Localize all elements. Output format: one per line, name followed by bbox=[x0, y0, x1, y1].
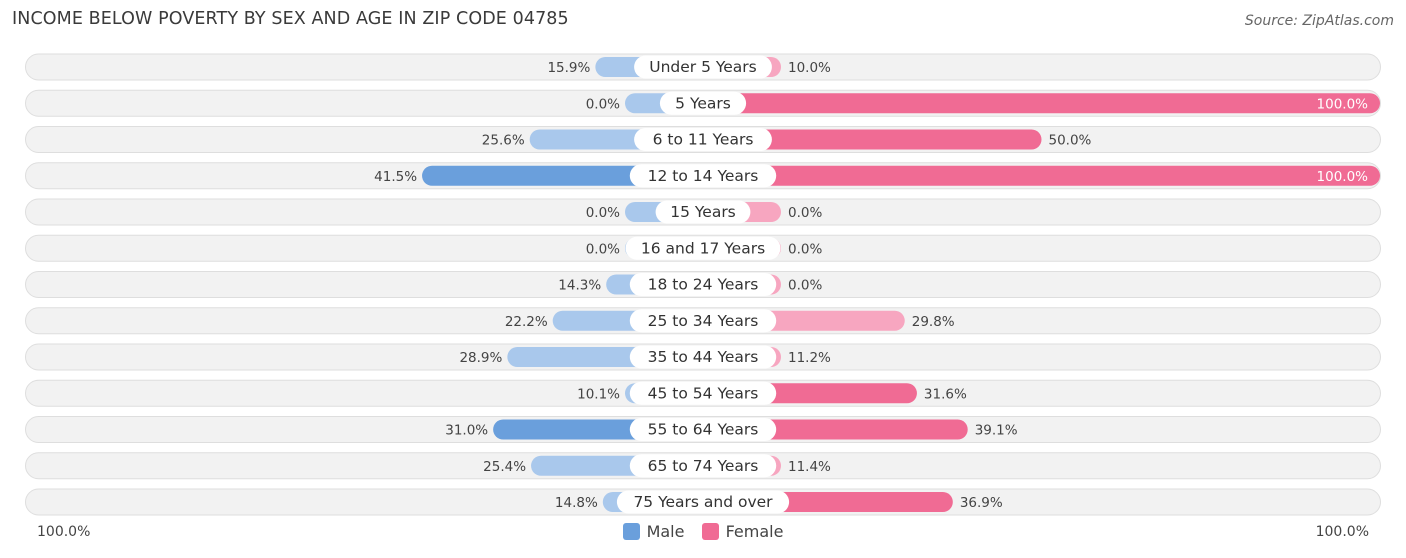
axis-right-label: 100.0% bbox=[1315, 524, 1369, 540]
legend-swatch-male bbox=[622, 523, 640, 540]
category-label-4: 15 Years bbox=[670, 203, 736, 221]
male-value-label-3: 41.5% bbox=[374, 169, 417, 185]
category-pill-3 bbox=[629, 164, 777, 188]
female-bar-3 bbox=[703, 165, 1380, 186]
category-pill-9 bbox=[629, 381, 777, 405]
category-label-5: 16 and 17 Years bbox=[641, 239, 765, 257]
category-pill-6 bbox=[629, 273, 777, 296]
category-pill-5 bbox=[625, 236, 781, 260]
category-pill-1 bbox=[659, 91, 747, 115]
category-label-7: 25 to 34 Years bbox=[648, 312, 759, 330]
male-value-label-10: 31.0% bbox=[445, 423, 488, 439]
male-value-label-2: 25.6% bbox=[482, 133, 525, 149]
source-note: Source: ZipAtlas.com bbox=[1244, 13, 1394, 29]
male-value-label-8: 28.9% bbox=[459, 350, 502, 366]
female-value-label-3: 100.0% bbox=[1317, 169, 1369, 185]
female-value-label-1: 100.0% bbox=[1317, 96, 1369, 112]
category-label-0: Under 5 Years bbox=[649, 58, 757, 76]
category-label-3: 12 to 14 Years bbox=[648, 167, 759, 185]
female-bar-2 bbox=[703, 129, 1042, 150]
category-label-12: 75 Years and over bbox=[633, 493, 773, 511]
male-value-label-11: 25.4% bbox=[483, 459, 526, 475]
category-pill-4 bbox=[655, 200, 751, 224]
category-label-6: 18 to 24 Years bbox=[648, 276, 759, 294]
female-value-label-5: 0.0% bbox=[788, 241, 822, 257]
chart-title: INCOME BELOW POVERTY BY SEX AND AGE IN Z… bbox=[12, 9, 569, 29]
category-label-1: 5 Years bbox=[675, 94, 731, 112]
axis-left-label: 100.0% bbox=[37, 524, 91, 540]
chart-canvas: Under 5 Years 15.9% 10.0% 5 Years 0.0% 100.0%… bbox=[25, 53, 1381, 516]
category-pill-7 bbox=[629, 309, 777, 333]
legend: Male Female bbox=[0, 522, 1406, 544]
legend-item-male: Male bbox=[622, 522, 685, 541]
male-value-label-4: 0.0% bbox=[586, 205, 620, 221]
female-value-label-9: 31.6% bbox=[924, 386, 967, 402]
female-bar-1 bbox=[703, 93, 1380, 114]
legend-item-female: Female bbox=[701, 522, 784, 541]
male-value-label-9: 10.1% bbox=[577, 386, 620, 402]
female-value-label-8: 11.2% bbox=[788, 350, 831, 366]
male-value-label-6: 14.3% bbox=[558, 278, 601, 294]
female-value-label-0: 10.0% bbox=[788, 60, 831, 76]
male-value-label-12: 14.8% bbox=[555, 495, 598, 511]
category-label-8: 35 to 44 Years bbox=[648, 348, 759, 366]
category-label-11: 65 to 74 Years bbox=[648, 457, 759, 475]
male-value-label-0: 15.9% bbox=[547, 60, 590, 76]
category-pill-8 bbox=[629, 345, 777, 369]
category-pill-12 bbox=[616, 490, 790, 514]
female-value-label-12: 36.9% bbox=[960, 495, 1003, 511]
female-value-label-2: 50.0% bbox=[1049, 133, 1092, 149]
category-pill-0 bbox=[634, 55, 772, 79]
legend-label-male: Male bbox=[646, 522, 685, 541]
category-label-2: 6 to 11 Years bbox=[653, 131, 754, 149]
male-value-label-5: 0.0% bbox=[586, 241, 620, 257]
legend-swatch-female bbox=[701, 523, 719, 540]
female-value-label-11: 11.4% bbox=[788, 459, 831, 475]
female-value-label-6: 0.0% bbox=[788, 278, 822, 294]
legend-label-female: Female bbox=[725, 522, 784, 541]
female-value-label-7: 29.8% bbox=[912, 314, 955, 330]
female-value-label-4: 0.0% bbox=[788, 205, 822, 221]
male-value-label-1: 0.0% bbox=[586, 96, 620, 112]
female-value-label-10: 39.1% bbox=[975, 423, 1018, 439]
category-pill-11 bbox=[629, 454, 777, 478]
category-pill-2 bbox=[634, 128, 772, 151]
male-value-label-7: 22.2% bbox=[505, 314, 548, 330]
category-label-10: 55 to 64 Years bbox=[648, 421, 759, 439]
category-label-9: 45 to 54 Years bbox=[648, 384, 759, 402]
category-pill-10 bbox=[629, 418, 777, 441]
